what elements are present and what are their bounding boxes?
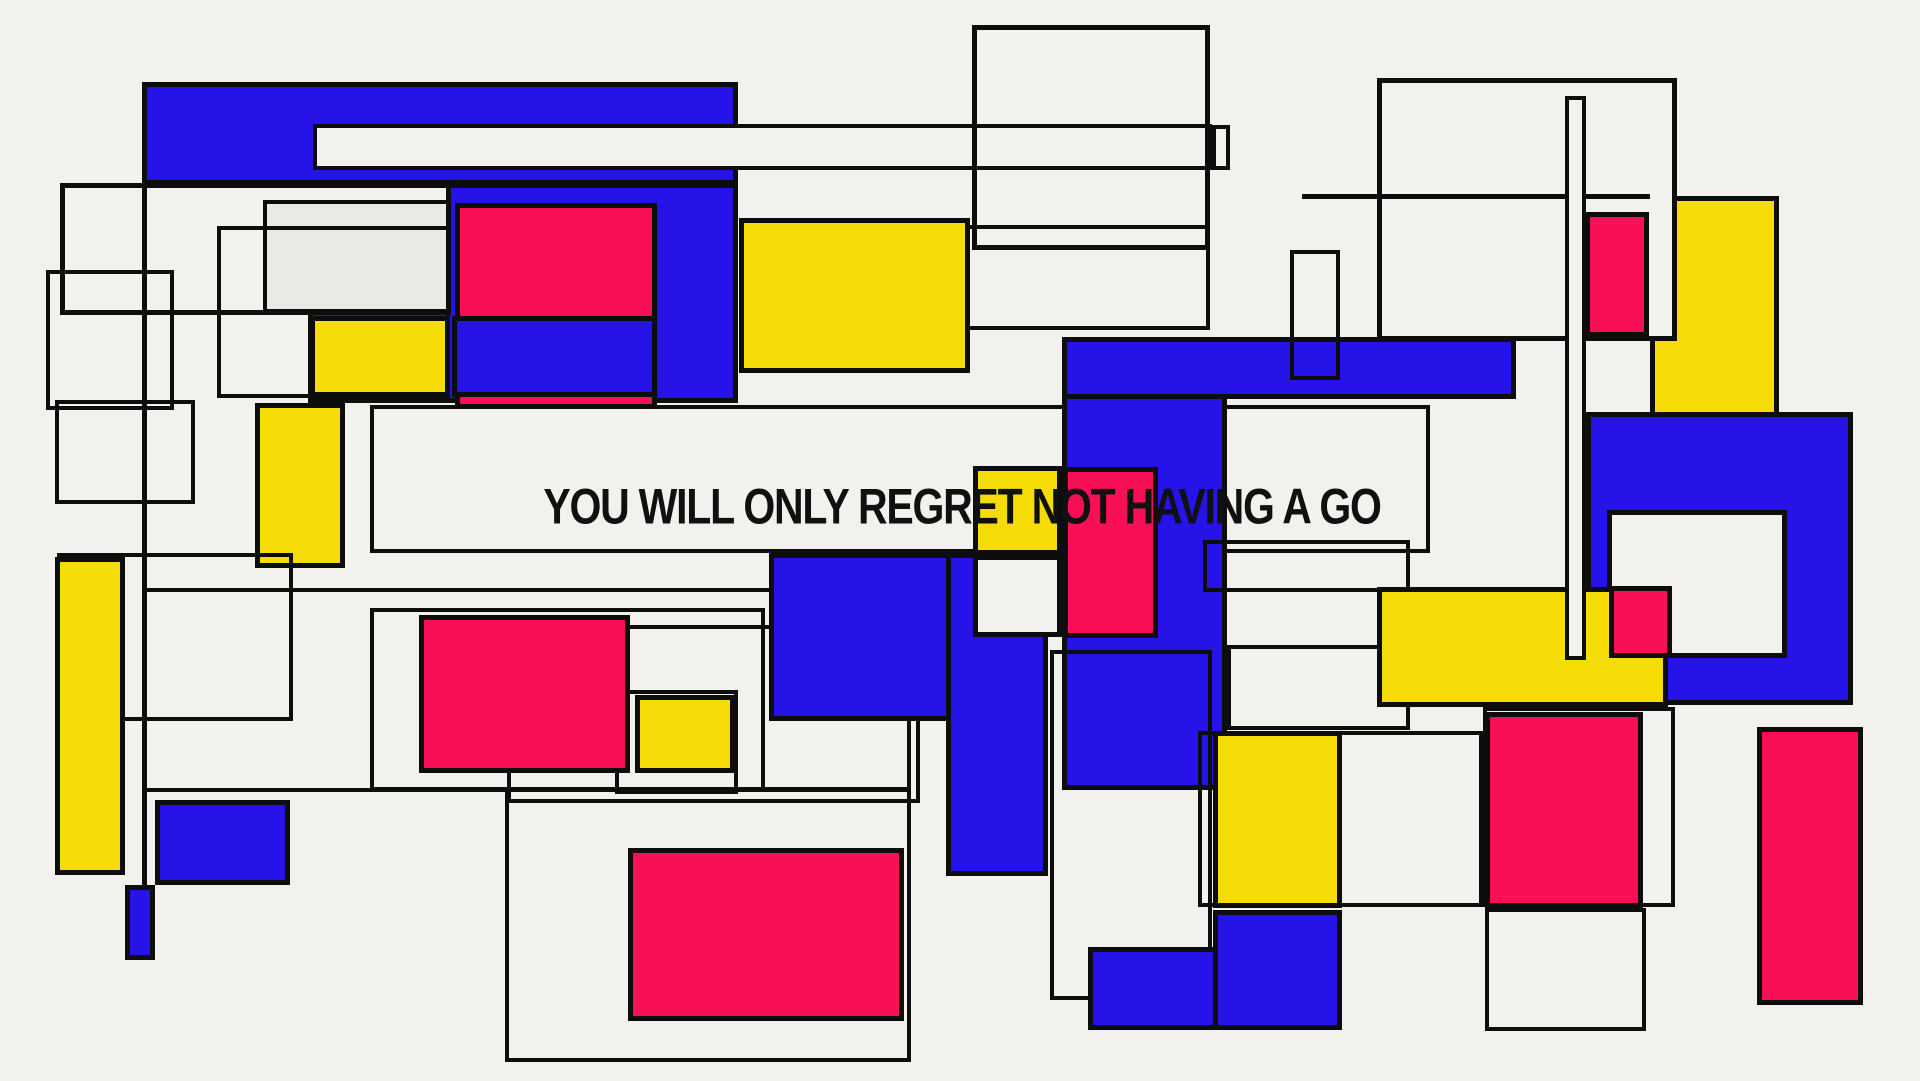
yellow-tall-strip-left	[55, 557, 125, 875]
long-vertical-line-left	[142, 183, 147, 885]
outline-upper-middle	[958, 225, 1210, 330]
red-bottom-right-block	[1485, 712, 1643, 908]
gray-square	[263, 200, 450, 313]
white-long-bar	[313, 124, 1212, 170]
white-thin-vertical	[1565, 96, 1586, 660]
outline-far-left-lower	[55, 400, 195, 504]
yellow-small-center	[635, 695, 735, 773]
red-bottom-center	[628, 848, 904, 1021]
outline-right-of-center-a	[1203, 540, 1410, 592]
red-top-right-small	[1585, 212, 1649, 337]
red-right-small	[1609, 586, 1672, 658]
outline-under-red-br	[1485, 908, 1646, 1031]
outline-left-inner	[217, 226, 450, 398]
outline-top-center-tall	[972, 25, 1210, 250]
yellow-big-top	[739, 218, 970, 373]
yellow-column-left	[255, 403, 345, 568]
blue-tab-bottom-left	[125, 885, 155, 960]
outline-narrow-mid-right	[1290, 250, 1340, 380]
white-bar-end-step	[1212, 125, 1230, 170]
red-center-column	[1063, 467, 1158, 638]
blue-chunk-under-red	[452, 316, 657, 397]
blue-bottom-right-b	[1213, 910, 1342, 1030]
white-text-panel	[370, 405, 1430, 553]
caption-text: YOU WILL ONLY REGRET NOT HAVING A GO	[543, 478, 1382, 535]
outline-box-q	[505, 787, 911, 1062]
white-center-square	[973, 555, 1062, 637]
outline-bottom-right-a	[1198, 731, 1483, 907]
red-mid-left-block	[419, 615, 630, 773]
red-far-right-column	[1757, 727, 1863, 1005]
outline-far-left-upper	[46, 270, 174, 410]
yellow-center-square	[973, 466, 1062, 555]
line-top-right	[1302, 194, 1650, 199]
blue-small-bottom-left	[155, 800, 290, 885]
blue-band-right	[1062, 337, 1516, 399]
